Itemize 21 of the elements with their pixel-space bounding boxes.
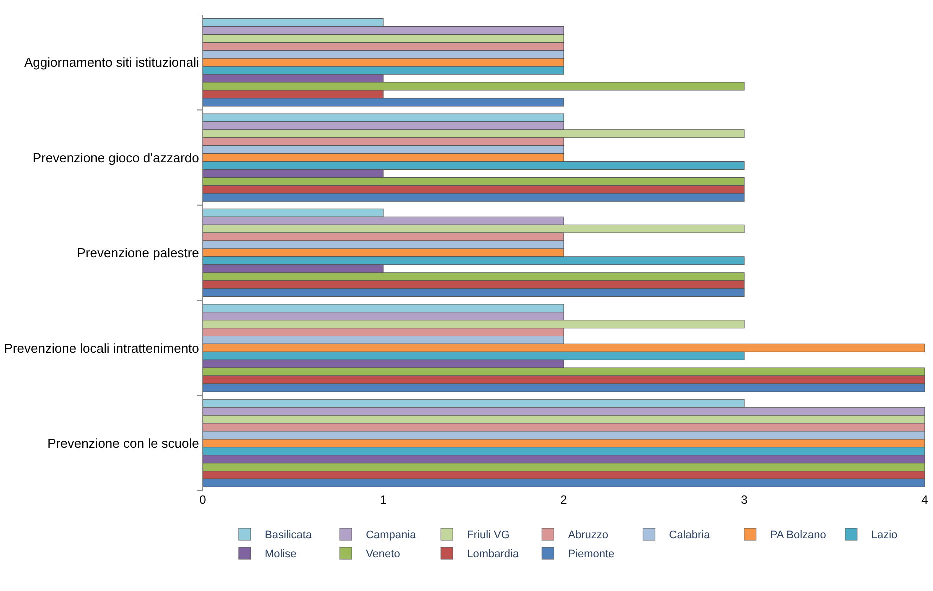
y-tick-label: Prevenzione palestre bbox=[77, 246, 200, 261]
legend-label: Abruzzo bbox=[568, 530, 609, 542]
legend-label: Campania bbox=[366, 530, 418, 542]
x-tick-label: 4 bbox=[922, 493, 929, 507]
legend-label: Veneto bbox=[366, 548, 400, 561]
x-tick-label: 3 bbox=[741, 493, 748, 507]
legend-label: Calabria bbox=[669, 530, 712, 542]
legend-label: Friuli VG bbox=[467, 530, 510, 542]
legend-label: Lazio bbox=[871, 530, 898, 542]
x-tick-label: 2 bbox=[560, 493, 568, 507]
y-tick-label: Prevenzione con le scuole bbox=[48, 436, 200, 451]
y-tick-label: Aggiornamento siti istituzionali bbox=[24, 55, 200, 70]
legend-label: Molise bbox=[265, 548, 297, 561]
y-tick-label: Prevenzione gioco d'azzardo bbox=[32, 150, 200, 166]
y-tick-label: Prevenzione locali intrattenimento bbox=[4, 340, 200, 356]
legend-label: Basilicata bbox=[265, 530, 313, 542]
legend-label: Piemonte bbox=[568, 548, 615, 561]
legend-label: PA Bolzano bbox=[770, 530, 826, 542]
legend-label: Lombardia bbox=[467, 548, 520, 561]
x-tick-label: 0 bbox=[200, 493, 207, 507]
x-tick-label: 1 bbox=[380, 493, 388, 507]
